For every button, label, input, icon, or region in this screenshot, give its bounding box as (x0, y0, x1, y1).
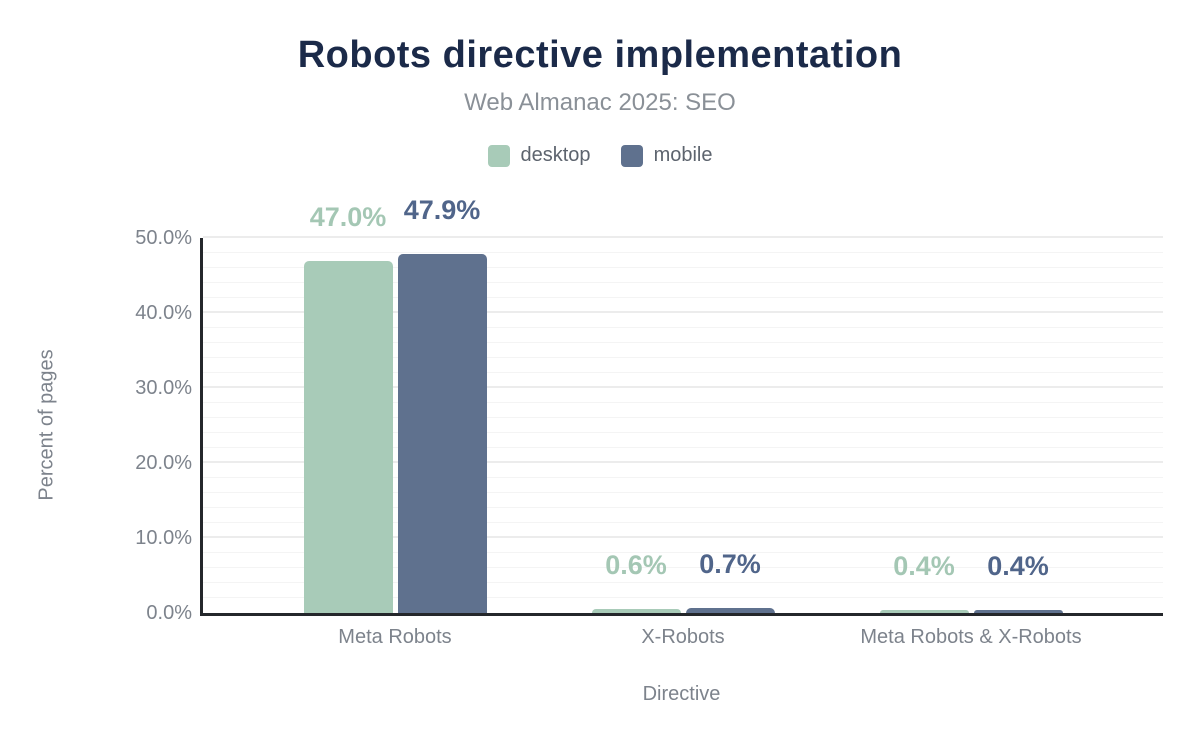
bar-value-label-mobile-x-robots: 0.7% (699, 548, 761, 579)
gridline-12 (203, 522, 1163, 523)
legend-item-mobile[interactable]: mobile (620, 144, 713, 167)
gridline-22 (203, 447, 1163, 448)
bar-value-label-mobile-meta-robots: 47.9% (403, 194, 481, 225)
gridline-18 (203, 477, 1163, 478)
gridline-4 (203, 582, 1163, 583)
bar-value-label-mobile-meta-robots-x-robots: 0.4% (987, 551, 1049, 581)
legend-label-desktop: desktop (520, 144, 591, 166)
chart-title: Robots directive implementation (297, 34, 903, 76)
gridline-30 (203, 386, 1163, 388)
bar-value-label-desktop-x-robots: 0.6% (605, 549, 667, 580)
gridline-28 (203, 402, 1163, 403)
x-category-x-robots: X-Robots (641, 626, 725, 648)
y-tick-400: 40.0% (135, 302, 192, 324)
gridline-40 (203, 311, 1163, 313)
plot-area: 47.0% 47.9% 0.6% 0.7% 0.4% 0.4% (200, 196, 1163, 616)
gridline-8 (203, 552, 1163, 553)
gridline-44 (203, 282, 1163, 283)
gridline-32 (203, 372, 1163, 373)
gridline-48 (203, 252, 1163, 253)
bar-mobile-meta-robots[interactable] (397, 253, 487, 613)
chart-subtitle: Web Almanac 2025: SEO (464, 89, 736, 116)
bar-desktop-meta-robots[interactable] (303, 260, 393, 613)
legend-swatch-mobile (620, 144, 643, 167)
legend-label-mobile: mobile (653, 144, 713, 166)
gridline-20 (203, 461, 1163, 463)
x-category-meta-robots: Meta Robots (338, 626, 452, 648)
y-tick-500: 50.0% (135, 227, 192, 249)
bar-value-label-desktop-meta-robots-x-robots: 0.4% (893, 551, 955, 581)
y-tick-300: 30.0% (135, 377, 192, 399)
gridline-46 (203, 267, 1163, 268)
gridline-10 (203, 536, 1163, 538)
x-category-meta-robots-x-robots: Meta Robots & X-Robots (860, 626, 1082, 648)
gridline-38 (203, 327, 1163, 328)
bar-desktop-x-robots[interactable] (591, 608, 681, 613)
gridline-24 (203, 432, 1163, 433)
bar-mobile-meta-robots-x-robots[interactable] (973, 610, 1063, 613)
y-tick-100: 10.0% (135, 527, 192, 549)
gridline-50 (203, 236, 1163, 238)
gridline-14 (203, 507, 1163, 508)
y-tick-200: 20.0% (135, 452, 192, 474)
legend-swatch-desktop (487, 144, 510, 167)
legend: desktop mobile (0, 144, 1200, 167)
legend-item-desktop[interactable]: desktop (487, 144, 591, 167)
gridline-6 (203, 567, 1163, 568)
gridline-42 (203, 297, 1163, 298)
gridline-2 (203, 597, 1163, 598)
gridline-16 (203, 492, 1163, 493)
bar-mobile-x-robots[interactable] (685, 607, 775, 613)
bar-value-label-desktop-meta-robots: 47.0% (309, 201, 387, 232)
gridline-34 (203, 357, 1163, 358)
bar-desktop-meta-robots-x-robots[interactable] (879, 610, 969, 613)
gridline-26 (203, 417, 1163, 418)
x-axis-title: Directive (642, 683, 721, 705)
gridline-36 (203, 342, 1163, 343)
y-axis-title: Percent of pages (35, 349, 58, 501)
y-tick-00: 0.0% (146, 602, 192, 624)
